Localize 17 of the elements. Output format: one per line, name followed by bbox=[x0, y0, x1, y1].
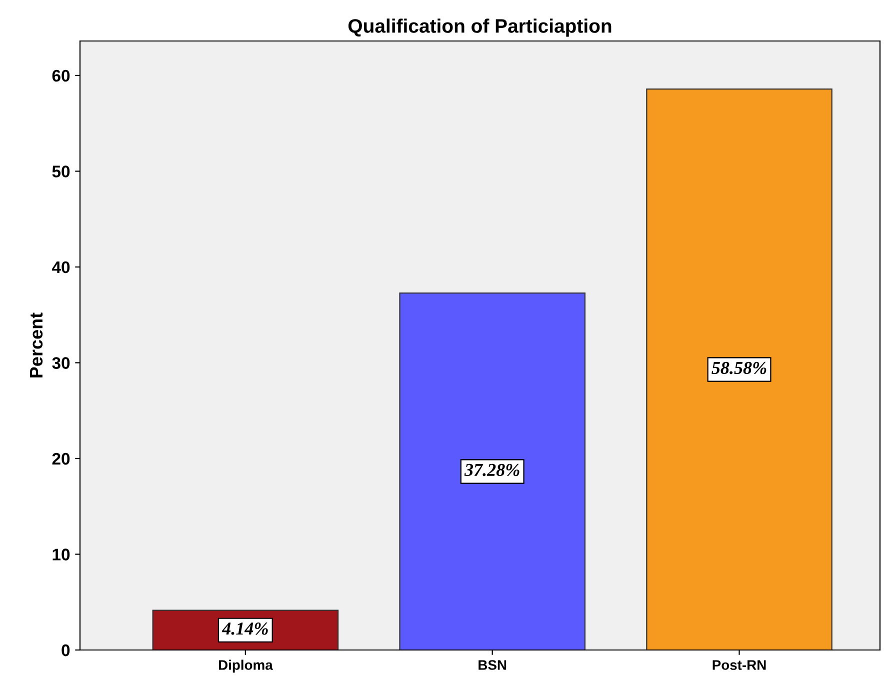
data-label: 4.14% bbox=[222, 622, 268, 635]
bar bbox=[399, 292, 586, 650]
y-tick-label: 30 bbox=[52, 357, 70, 369]
y-tick-label: 40 bbox=[52, 261, 70, 274]
x-tick-label: Diploma bbox=[218, 660, 273, 673]
y-tick-label: 20 bbox=[52, 452, 70, 465]
data-label: 37.28% bbox=[464, 464, 520, 476]
data-label: 58.58% bbox=[712, 362, 766, 374]
x-tick-label: Post-RN bbox=[712, 660, 766, 670]
y-tick-label: 60 bbox=[52, 70, 70, 82]
x-tick-label: BSN bbox=[478, 660, 506, 670]
y-tick-label: 0 bbox=[62, 644, 70, 656]
y-axis-title: Percent bbox=[30, 312, 43, 378]
y-tick-label: 10 bbox=[52, 548, 70, 560]
chart-title: Qualification of Particiaption bbox=[348, 18, 612, 37]
y-tick-label: 50 bbox=[52, 166, 70, 178]
bar bbox=[646, 88, 832, 650]
